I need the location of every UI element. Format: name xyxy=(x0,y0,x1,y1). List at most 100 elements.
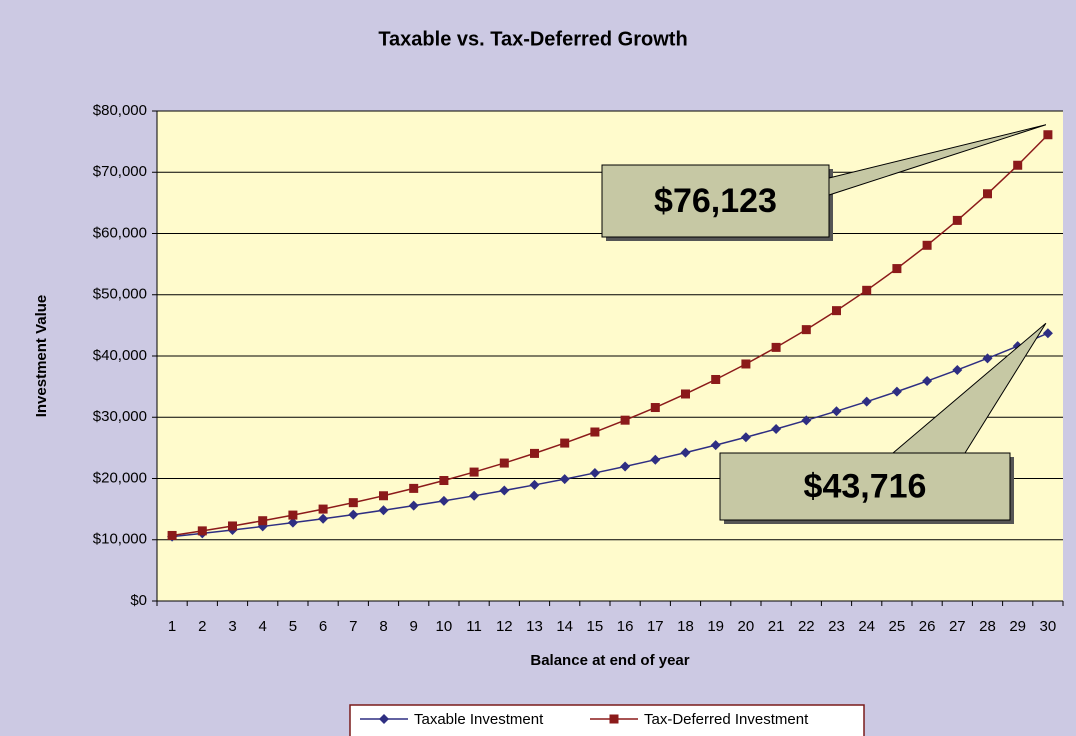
x-tick-label: 17 xyxy=(647,618,664,635)
x-tick-label: 8 xyxy=(379,618,387,635)
y-tick-label: $10,000 xyxy=(93,531,147,548)
data-point xyxy=(378,505,389,516)
data-point xyxy=(560,438,570,448)
data-point xyxy=(197,526,207,536)
x-tick-label: 1 xyxy=(168,618,176,635)
x-tick-label: 22 xyxy=(798,618,815,635)
y-tick-label: $40,000 xyxy=(93,347,147,364)
data-point xyxy=(287,517,298,528)
x-tick-label: 20 xyxy=(738,618,755,635)
x-tick-label: 26 xyxy=(919,618,936,635)
data-point xyxy=(379,491,388,501)
legend-label: Taxable Investment xyxy=(414,711,544,728)
y-tick-label: $50,000 xyxy=(93,286,147,303)
data-point xyxy=(680,447,691,458)
data-point xyxy=(1013,160,1023,170)
data-point xyxy=(891,386,902,397)
data-point xyxy=(922,376,933,387)
data-point xyxy=(559,474,570,485)
data-point xyxy=(952,364,963,375)
data-point xyxy=(318,513,329,524)
data-point xyxy=(469,490,480,501)
callout-box xyxy=(601,164,830,238)
x-tick-label: 16 xyxy=(617,618,634,635)
data-point xyxy=(983,189,992,199)
data-point xyxy=(952,215,962,225)
x-tick-label: 13 xyxy=(526,618,543,635)
x-tick-label: 12 xyxy=(496,618,513,635)
x-tick-label: 30 xyxy=(1040,618,1057,635)
data-point xyxy=(831,406,842,417)
x-tick-label: 4 xyxy=(259,618,267,635)
x-tick-label: 6 xyxy=(319,618,327,635)
x-tick-label: 19 xyxy=(707,618,724,635)
callout-box xyxy=(719,452,1011,521)
legend-marker xyxy=(609,714,619,724)
data-point xyxy=(982,353,993,364)
x-tick-label: 2 xyxy=(198,618,206,635)
y-tick-label: $30,000 xyxy=(93,408,147,425)
data-point xyxy=(499,458,509,468)
x-tick-label: 29 xyxy=(1009,618,1026,635)
x-tick-label: 24 xyxy=(858,618,875,635)
y-tick-label: $80,000 xyxy=(93,102,147,119)
y-axis-label: Investment Value xyxy=(33,295,50,418)
data-point xyxy=(862,285,872,295)
x-tick-label: 10 xyxy=(436,618,453,635)
x-tick-label: 15 xyxy=(587,618,604,635)
data-point xyxy=(710,440,721,451)
data-point xyxy=(409,483,419,493)
x-tick-label: 14 xyxy=(556,618,573,635)
data-point xyxy=(438,495,449,506)
data-point xyxy=(832,306,841,316)
data-point xyxy=(318,504,328,514)
data-point xyxy=(530,448,539,458)
series-line xyxy=(171,134,1049,537)
data-point xyxy=(288,510,298,520)
x-tick-label: 18 xyxy=(677,618,694,635)
data-point xyxy=(620,415,630,425)
data-point xyxy=(529,479,540,490)
x-tick-label: 3 xyxy=(228,618,236,635)
data-point xyxy=(650,403,660,413)
y-tick-label: $70,000 xyxy=(93,163,147,180)
data-point xyxy=(801,325,811,335)
data-point xyxy=(589,467,600,478)
data-point xyxy=(620,461,631,472)
legend-box xyxy=(349,704,865,736)
x-tick-label: 7 xyxy=(349,618,357,635)
data-point xyxy=(681,389,690,399)
x-tick-label: 9 xyxy=(410,618,418,635)
legend-label: Tax-Deferred Investment xyxy=(644,711,809,728)
data-point xyxy=(771,342,781,352)
data-point xyxy=(348,509,359,520)
data-point xyxy=(711,374,721,384)
data-point xyxy=(740,432,751,443)
callout-text: $43,716 xyxy=(804,467,927,505)
data-point xyxy=(650,454,661,465)
callout-text: $76,123 xyxy=(654,182,777,220)
series-line xyxy=(172,332,1049,538)
x-tick-label: 23 xyxy=(828,618,845,635)
data-point xyxy=(771,423,782,434)
x-tick-label: 21 xyxy=(768,618,785,635)
y-tick-label: $0 xyxy=(130,592,147,609)
data-point xyxy=(801,415,812,426)
x-tick-label: 11 xyxy=(466,618,482,635)
data-point xyxy=(499,485,510,496)
data-point xyxy=(1043,130,1053,140)
x-axis-label: Balance at end of year xyxy=(530,652,689,669)
y-tick-label: $20,000 xyxy=(93,469,147,486)
data-point xyxy=(408,500,419,511)
data-point xyxy=(439,476,449,486)
data-point xyxy=(741,359,751,369)
data-point xyxy=(469,467,479,477)
data-point xyxy=(922,240,932,250)
data-point xyxy=(228,521,237,531)
data-point xyxy=(861,396,872,407)
data-point xyxy=(892,264,902,274)
data-point xyxy=(167,530,177,540)
chart-title: Taxable vs. Tax-Deferred Growth xyxy=(378,28,687,50)
x-tick-label: 27 xyxy=(949,618,966,635)
